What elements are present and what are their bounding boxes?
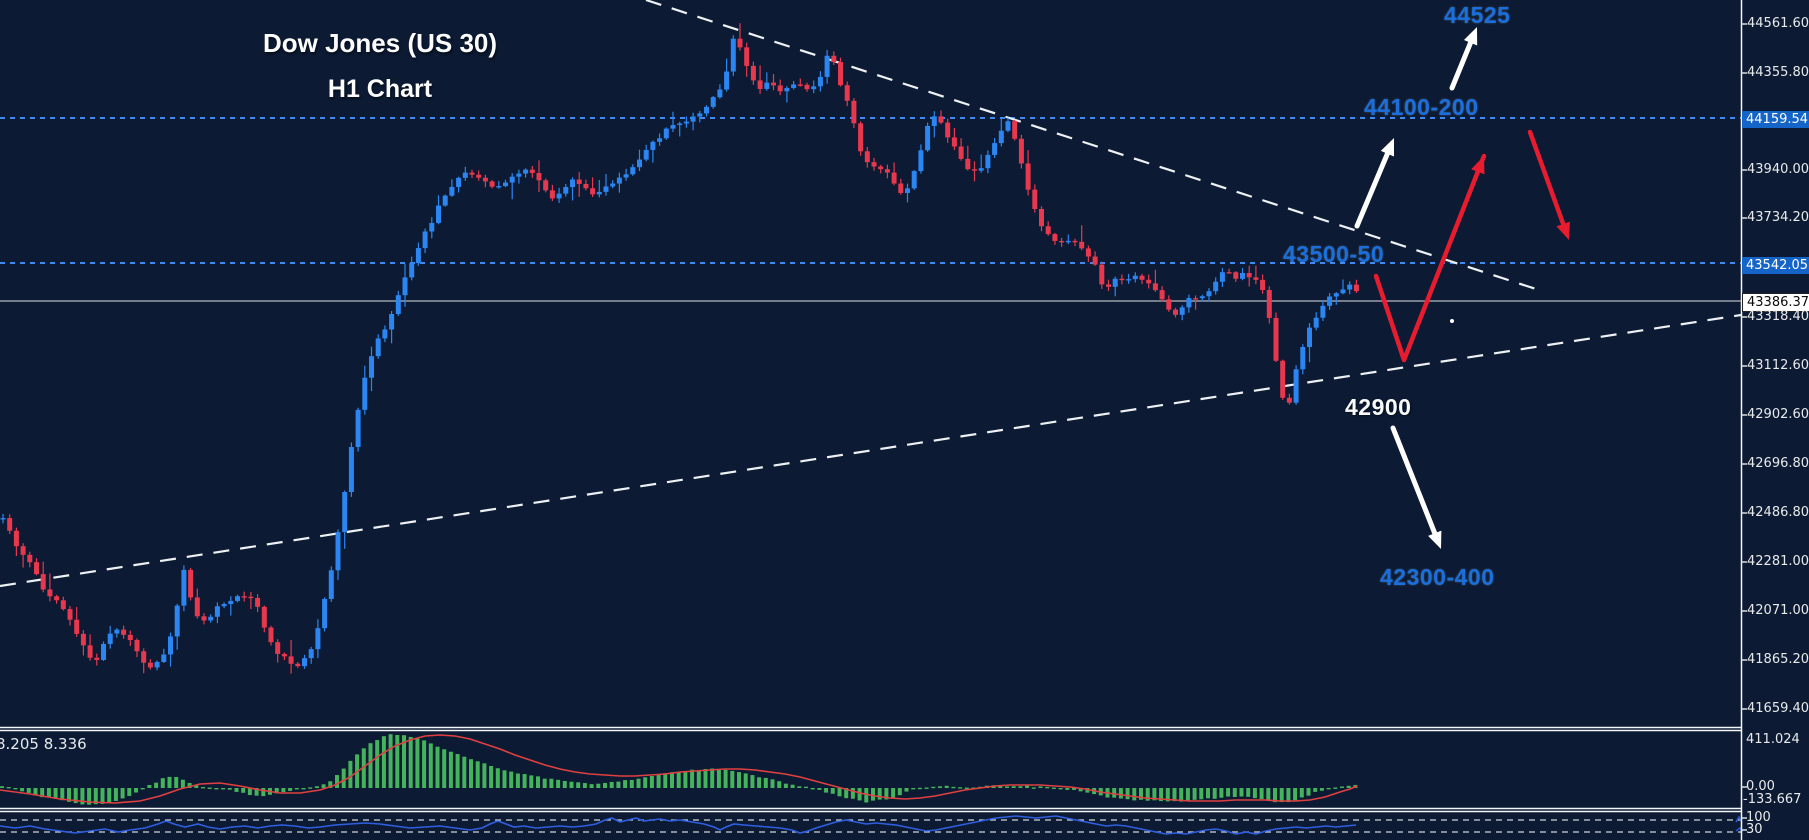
projection-arrow-white-down-to-42300	[1390, 425, 1442, 549]
panel-separators	[0, 726, 1741, 813]
trendlines	[0, 0, 1742, 588]
price-axis-line	[1740, 0, 1747, 840]
annotation-resistance-upper: 44100-200	[1364, 94, 1479, 120]
oscillator-line	[0, 815, 1357, 835]
macd-histogram	[0, 734, 1358, 805]
annotation-support: 42900	[1345, 394, 1412, 420]
projection-arrow-white-up-to-44525	[1449, 27, 1478, 91]
projection-arrow-white-up-to-44100	[1354, 138, 1394, 229]
macd-signal-line	[0, 734, 1358, 804]
annotation-downside-target: 42300-400	[1380, 564, 1495, 590]
descending-resistance	[645, 0, 1537, 291]
projection-arrow-red-rejection-down	[1527, 129, 1570, 240]
annotation-upside-target: 44525	[1444, 2, 1511, 28]
chart-title-timeframe: H1 Chart	[327, 75, 433, 103]
macd-signal	[0, 734, 1358, 804]
projection-arrows	[1354, 27, 1570, 549]
chart-title: Dow Jones (US 30) H1 Chart	[238, 30, 522, 102]
white-speck	[1450, 319, 1454, 323]
resistance-level-lines	[0, 117, 1741, 264]
annotation-resistance-lower: 43500-50	[1283, 241, 1385, 267]
chart-title-symbol: Dow Jones (US 30)	[262, 28, 498, 58]
oscillator-panel	[0, 815, 1743, 835]
ascending-support	[0, 313, 1742, 588]
candlesticks	[0, 23, 1359, 674]
macd-values-label: 8.205 8.336	[0, 735, 87, 753]
red-zigzag-projection	[1373, 153, 1487, 363]
